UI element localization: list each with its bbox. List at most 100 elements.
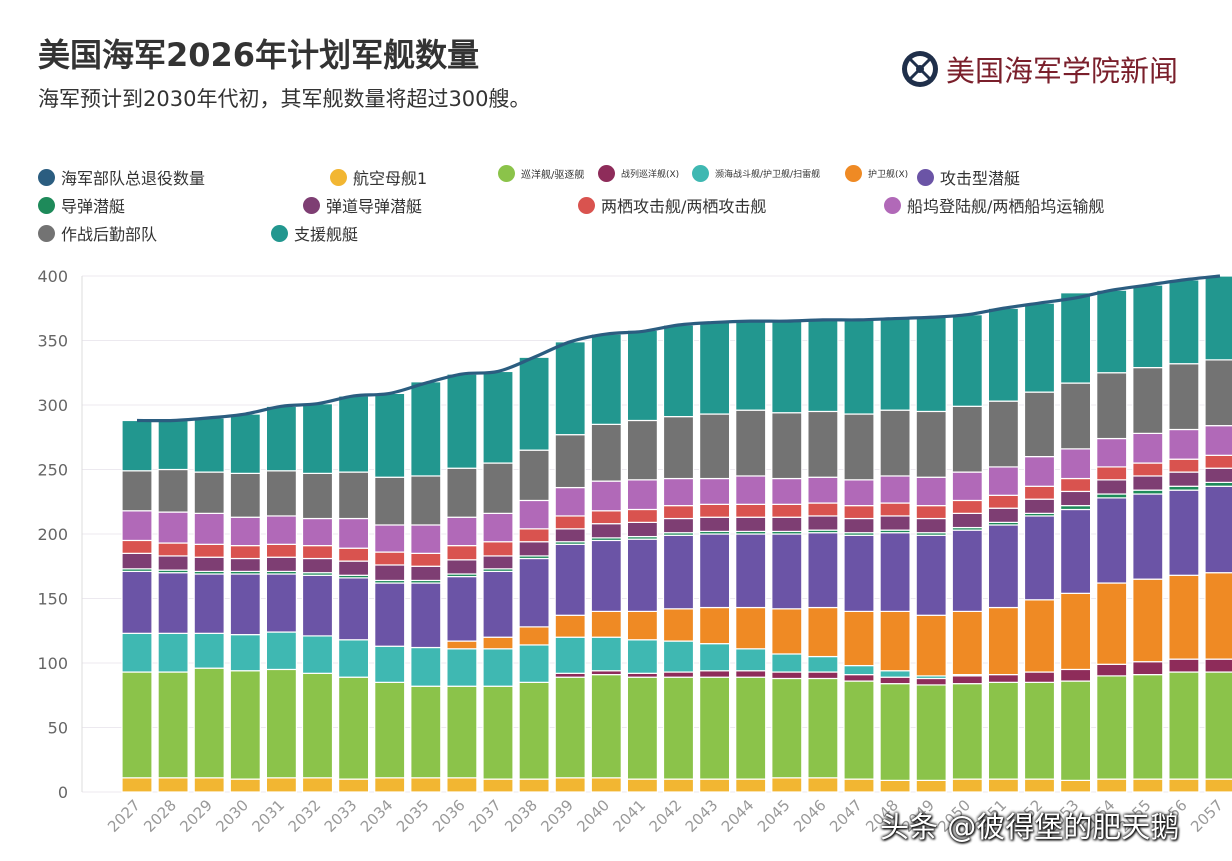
- bar-segment-0-2048: [879, 779, 911, 793]
- bar-segment-7-2029: [193, 556, 225, 573]
- bar-stack-2045: [771, 320, 803, 793]
- bar-segment-2-2051: [987, 674, 1020, 683]
- bar-segment-1-2052: [1023, 681, 1056, 780]
- bar-segment-0-2053: [1059, 779, 1092, 793]
- bar-segment-10-2036: [446, 467, 478, 518]
- bar-segment-8-2031: [265, 543, 297, 558]
- bar-segment-7-2027: [121, 552, 153, 570]
- bar-segment-10-2027: [121, 470, 153, 512]
- bar-segment-3-2030: [229, 634, 261, 672]
- bar-segment-4-2044: [735, 606, 767, 650]
- bar-segment-8-2029: [193, 543, 225, 558]
- bar-segment-0-2040: [590, 777, 622, 793]
- legend-swatch: [38, 224, 55, 242]
- bar-segment-10-2043: [698, 413, 731, 480]
- bar-stack-2051: [987, 307, 1020, 793]
- bar-segment-1-2029: [193, 667, 225, 779]
- x-tick-label: 2040: [573, 796, 613, 836]
- bar-segment-11-2048: [879, 316, 911, 411]
- bar-segment-1-2046: [807, 677, 839, 779]
- y-tick-label: 100: [37, 654, 68, 673]
- legend-swatch: [598, 165, 615, 182]
- legend-swatch: [884, 196, 901, 214]
- bar-segment-9-2032: [301, 517, 334, 547]
- bar-stack-2041: [626, 329, 659, 793]
- bar-segment-8-2041: [626, 508, 659, 523]
- bar-segment-4-2043: [698, 606, 731, 645]
- bar-segment-11-2045: [771, 320, 803, 414]
- bar-segment-9-2056: [1168, 428, 1200, 460]
- bar-segment-8-2043: [698, 503, 731, 518]
- bar-segment-0-2030: [229, 778, 261, 793]
- bar-segment-0-2047: [843, 778, 875, 793]
- bar-segment-10-2044: [735, 409, 767, 477]
- bar-segment-0-2029: [193, 777, 225, 793]
- bar-segment-5-2054: [1096, 497, 1128, 584]
- bar-segment-4-2039: [554, 614, 586, 638]
- x-tick-label: 2033: [321, 796, 361, 836]
- bar-segment-7-2052: [1023, 498, 1056, 514]
- legend-label: 船坞登陆舰/两栖船坞运输舰: [907, 197, 1105, 216]
- bar-stack-2038: [518, 356, 550, 793]
- bar-segment-3-2038: [518, 644, 550, 683]
- bar-segment-9-2050: [951, 471, 983, 502]
- bar-segment-9-2055: [1132, 432, 1164, 464]
- bar-segment-10-2053: [1059, 382, 1092, 450]
- bar-segment-3-2029: [193, 632, 225, 669]
- bar-segment-8-2035: [410, 552, 442, 567]
- bar-segment-11-2037: [482, 370, 514, 464]
- bar-segment-8-2045: [771, 503, 803, 518]
- bar-segment-7-2045: [771, 516, 803, 533]
- bar-stack-2033: [338, 395, 370, 793]
- bar-segment-11-2035: [410, 381, 442, 477]
- legend-item-5: 攻击型潜艇: [917, 165, 1020, 189]
- bar-segment-5-2056: [1168, 489, 1200, 576]
- bar-segment-10-2050: [951, 405, 983, 473]
- bar-segment-4-2057: [1204, 572, 1232, 660]
- bar-segment-8-2054: [1096, 466, 1128, 481]
- bar-segment-9-2037: [482, 512, 514, 543]
- bar-segment-1-2054: [1096, 675, 1128, 780]
- bar-segment-9-2035: [410, 524, 442, 554]
- bar-segment-9-2049: [915, 476, 947, 507]
- bar-segment-11-2042: [662, 324, 695, 418]
- bar-stack-2039: [554, 341, 586, 793]
- x-tick-label: 2032: [285, 796, 325, 836]
- bar-segment-10-2032: [301, 472, 334, 520]
- bar-segment-7-2049: [915, 517, 947, 534]
- bar-segment-9-2033: [338, 517, 370, 549]
- x-tick-label: 2031: [248, 796, 288, 836]
- bar-segment-3-2044: [735, 648, 767, 672]
- bar-stack-2053: [1059, 292, 1092, 793]
- bar-segment-1-2038: [518, 681, 550, 780]
- bar-segment-5-2044: [735, 533, 767, 609]
- bar-segment-11-2031: [265, 405, 297, 472]
- x-tick-label: 2038: [501, 796, 541, 836]
- bar-segment-9-2041: [626, 479, 659, 511]
- bar-segment-3-2028: [157, 632, 189, 673]
- bar-segment-9-2046: [807, 476, 839, 504]
- bar-segment-1-2048: [879, 683, 911, 781]
- legend-item-7: 弹道导弹潜艇: [303, 193, 422, 217]
- bar-segment-10-2038: [518, 449, 550, 502]
- bar-segment-9-2045: [771, 477, 803, 505]
- bar-segment-4-2055: [1132, 578, 1164, 663]
- bar-segment-8-2038: [518, 528, 550, 543]
- bar-segment-8-2044: [735, 503, 767, 518]
- bar-segment-2-2053: [1059, 668, 1092, 682]
- bar-segment-0-2033: [338, 778, 370, 793]
- bar-segment-1-2031: [265, 668, 297, 779]
- bar-segment-9-2039: [554, 486, 586, 517]
- bar-segment-3-2031: [265, 631, 297, 671]
- bar-segment-8-2046: [807, 502, 839, 517]
- bar-segment-1-2033: [338, 676, 370, 780]
- bar-segment-11-2027: [121, 419, 153, 472]
- bar-stack-2057: [1204, 275, 1232, 793]
- legend-swatch: [845, 165, 862, 182]
- bar-segment-10-2046: [807, 410, 839, 478]
- bar-segment-2-2054: [1096, 663, 1128, 677]
- bar-segment-11-2029: [193, 417, 225, 473]
- x-tick-label: 2044: [718, 796, 758, 836]
- bar-segment-5-2045: [771, 533, 803, 610]
- x-tick-label: 2027: [104, 796, 144, 836]
